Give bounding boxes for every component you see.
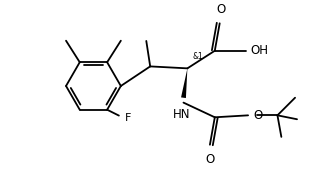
- Text: OH: OH: [251, 44, 269, 57]
- Text: F: F: [125, 113, 131, 122]
- Text: O: O: [216, 2, 225, 16]
- Text: &1: &1: [192, 52, 203, 61]
- Text: HN: HN: [173, 107, 190, 121]
- Polygon shape: [181, 68, 187, 98]
- Text: O: O: [253, 109, 262, 122]
- Text: O: O: [205, 153, 215, 165]
